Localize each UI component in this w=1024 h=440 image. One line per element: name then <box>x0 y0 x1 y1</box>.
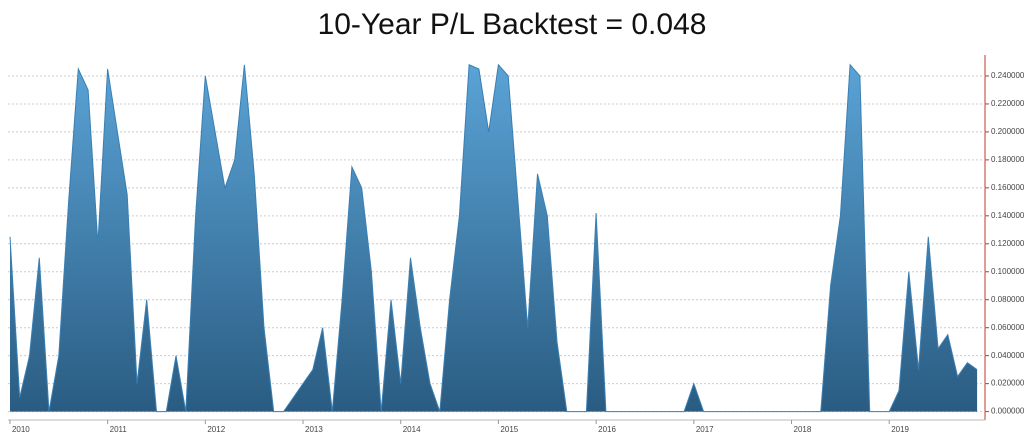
x-tick-label: 2014 <box>403 425 421 434</box>
x-tick-label: 2012 <box>207 425 225 434</box>
y-tick-label: 0.120000 <box>991 239 1024 248</box>
y-tick-label: 0.200000 <box>991 127 1024 136</box>
y-tick-label: 0.140000 <box>991 211 1024 220</box>
y-tick-label: 0.040000 <box>991 351 1024 360</box>
y-tick-label: 0.080000 <box>991 295 1024 304</box>
x-tick-label: 2016 <box>598 425 616 434</box>
y-tick-label: 0.220000 <box>991 99 1024 108</box>
x-tick-label: 2013 <box>305 425 323 434</box>
x-tick-label: 2018 <box>794 425 812 434</box>
y-tick-label: 0.020000 <box>991 379 1024 388</box>
y-tick-label: 0.100000 <box>991 267 1024 276</box>
y-tick-label: 0.060000 <box>991 323 1024 332</box>
chart-title: 10-Year P/L Backtest = 0.048 <box>318 8 707 41</box>
y-tick-label: 0.160000 <box>991 183 1024 192</box>
area <box>10 64 978 412</box>
x-tick-label: 2011 <box>110 425 128 434</box>
x-tick-label: 2017 <box>696 425 714 434</box>
y-tick-label: 0.180000 <box>991 155 1024 164</box>
x-tick-label: 2010 <box>12 425 30 434</box>
y-tick-label: 0.240000 <box>991 71 1024 80</box>
x-tick-label: 2015 <box>500 425 518 434</box>
line <box>9 63 978 413</box>
y-tick-label: 0.000000 <box>991 407 1024 416</box>
x-tick-label: 2019 <box>891 425 909 434</box>
